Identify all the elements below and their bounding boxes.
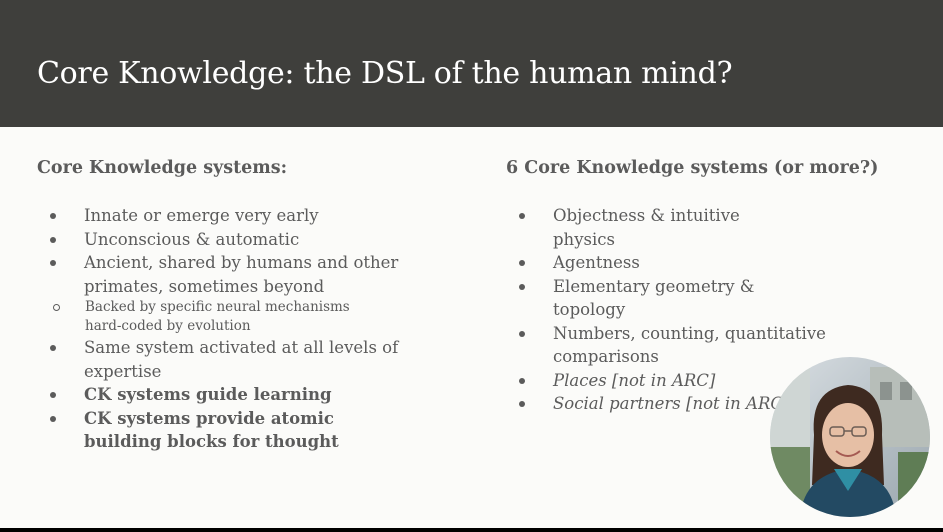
list-item: Social partners [not in ARC] bbox=[506, 392, 806, 416]
list-item-text: Elementary geometry & topology bbox=[553, 276, 755, 320]
speaker-photo-illustration bbox=[770, 357, 930, 517]
right-column-heading: 6 Core Knowledge systems (or more?) bbox=[506, 158, 879, 178]
list-item-text: CK systems guide learning bbox=[84, 385, 332, 404]
list-item-text: Innate or emerge very early bbox=[84, 206, 319, 225]
list-item: Same system activated at all levels of e… bbox=[37, 336, 414, 383]
speaker-photo bbox=[770, 357, 930, 517]
bullet-ring-icon bbox=[53, 304, 60, 311]
sub-bullet-list: Backed by specific neural mechanisms har… bbox=[37, 298, 414, 336]
list-item-text: Unconscious & automatic bbox=[84, 229, 300, 249]
bullet-dot-icon bbox=[50, 236, 56, 243]
list-item-text: Numbers, counting, quantitative comparis… bbox=[553, 323, 826, 367]
list-item: Ancient, shared by humans and other prim… bbox=[37, 251, 414, 336]
sub-list-item-text: Backed by specific neural mechanisms har… bbox=[85, 299, 350, 334]
list-item: CK systems provide atomic building block… bbox=[37, 407, 414, 454]
bullet-dot-icon bbox=[519, 330, 525, 337]
bullet-dot-icon bbox=[519, 260, 525, 266]
left-bullet-list: Innate or emerge very early Unconscious … bbox=[37, 204, 437, 454]
list-item: Unconscious & automatic bbox=[37, 228, 437, 252]
list-item: Innate or emerge very early bbox=[37, 204, 437, 228]
list-item-text: Social partners [not in ARC] bbox=[553, 394, 790, 413]
list-item-text: Ancient, shared by humans and other prim… bbox=[84, 253, 399, 296]
list-item: CK systems guide learning bbox=[37, 383, 437, 407]
bullet-dot-icon bbox=[519, 283, 525, 290]
bullet-dot-icon bbox=[50, 345, 56, 351]
list-item: Objectness & intuitive physics bbox=[506, 204, 806, 251]
list-item-text: Agentness bbox=[553, 253, 640, 272]
list-item: Elementary geometry & topology bbox=[506, 275, 806, 322]
left-column: Core Knowledge systems: Innate or emerge… bbox=[37, 158, 437, 454]
right-bullet-list: Objectness & intuitive physics Agentness… bbox=[506, 204, 826, 416]
bullet-dot-icon bbox=[519, 213, 525, 219]
list-item: Places [not in ARC] bbox=[506, 369, 806, 393]
bullet-dot-icon bbox=[50, 392, 56, 398]
left-column-heading: Core Knowledge systems: bbox=[37, 158, 288, 178]
bullet-dot-icon bbox=[50, 260, 56, 266]
sub-list-item: Backed by specific neural mechanisms har… bbox=[37, 298, 375, 336]
right-column: 6 Core Knowledge systems (or more?) Obje… bbox=[506, 158, 879, 416]
bullet-dot-icon bbox=[519, 401, 525, 407]
bullet-dot-icon bbox=[519, 377, 525, 384]
slide-title: Core Knowledge: the DSL of the human min… bbox=[37, 56, 733, 91]
list-item-text: CK systems provide atomic building block… bbox=[84, 408, 339, 452]
slide-header: Core Knowledge: the DSL of the human min… bbox=[0, 0, 943, 127]
bottom-bar bbox=[0, 528, 943, 532]
list-item-text: Objectness & intuitive physics bbox=[553, 206, 740, 249]
list-item-text: Places [not in ARC] bbox=[553, 370, 716, 390]
list-item: Numbers, counting, quantitative comparis… bbox=[506, 322, 853, 369]
bullet-dot-icon bbox=[50, 213, 56, 219]
list-item-text: Same system activated at all levels of e… bbox=[84, 338, 399, 381]
list-item: Agentness bbox=[506, 251, 806, 275]
bullet-dot-icon bbox=[50, 415, 56, 422]
